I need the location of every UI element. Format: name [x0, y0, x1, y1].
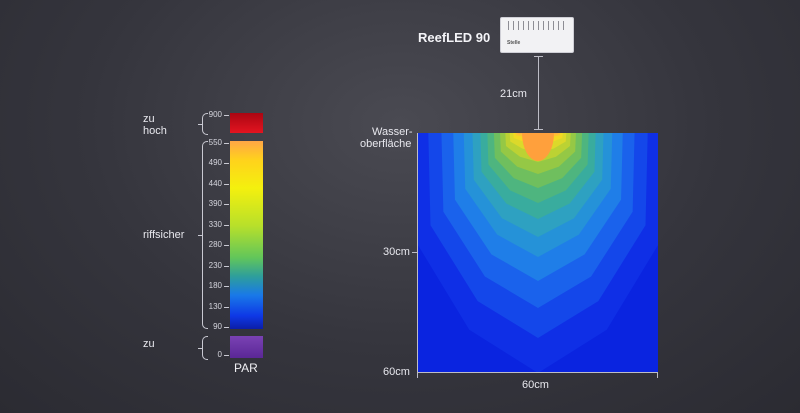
distance-line-bottom-cap	[534, 129, 543, 130]
distance-label: 21cm	[500, 88, 527, 100]
water-surface-label-line1: Wasser-	[372, 126, 413, 138]
tick-90-mark	[224, 327, 229, 328]
tick-390-mark	[224, 204, 229, 206]
tick-390: 390	[208, 199, 222, 209]
too-low-label: zu	[143, 338, 155, 350]
tick-440-mark	[224, 183, 229, 185]
heat-sink-fins	[508, 21, 568, 30]
device-logo: Stelle	[507, 40, 521, 46]
par-unit-label: PAR	[234, 361, 258, 375]
tick-230-mark	[224, 265, 229, 267]
too-high-label-line2: hoch	[143, 125, 167, 137]
reef-safe-brace	[198, 141, 208, 329]
water-surface-label-line2: oberfläche	[360, 138, 412, 150]
tick-230: 230	[208, 260, 222, 270]
tick-130-mark	[224, 306, 229, 308]
depth-axis-line	[417, 133, 418, 378]
reefled-device-illustration: Stelle	[500, 17, 574, 53]
tick-130: 130	[208, 301, 222, 311]
tick-440: 440	[208, 178, 222, 188]
width-axis-end-tick	[657, 372, 658, 378]
tick-330-mark	[224, 224, 229, 226]
tick-90: 90	[213, 322, 222, 331]
tick-280: 280	[208, 240, 222, 250]
depth-label-30cm: 30cm	[383, 246, 410, 258]
device-name: ReefLED 90	[418, 30, 491, 45]
too-high-swatch	[230, 113, 263, 133]
too-low-swatch	[230, 336, 263, 358]
too-high-brace	[198, 113, 208, 135]
tick-900-mark	[224, 115, 229, 116]
depth-label-60cm: 60cm	[383, 366, 410, 378]
reef-safe-label: riffsicher	[143, 229, 185, 241]
tick-550-mark	[224, 143, 229, 144]
tick-490: 490	[208, 158, 222, 168]
par-heatmap	[418, 133, 658, 373]
reef-safe-color-scale	[230, 141, 263, 329]
distance-line-top-cap	[534, 56, 543, 57]
tick-330: 330	[208, 219, 222, 229]
too-high-label-line1: zu	[143, 113, 155, 125]
tick-490-mark	[224, 163, 229, 165]
distance-line	[538, 56, 539, 130]
tick-180-mark	[224, 286, 229, 288]
tick-900: 900	[208, 110, 222, 119]
tick-180: 180	[208, 281, 222, 291]
width-label-60cm: 60cm	[522, 379, 549, 391]
tick-0-mark	[224, 355, 229, 356]
too-low-brace	[198, 336, 208, 360]
tick-550: 550	[208, 138, 222, 147]
tick-280-mark	[224, 245, 229, 247]
tick-0: 0	[217, 350, 222, 359]
par-hotspot	[522, 133, 554, 161]
width-axis-line	[417, 372, 658, 373]
depth-tick-30	[412, 252, 417, 253]
